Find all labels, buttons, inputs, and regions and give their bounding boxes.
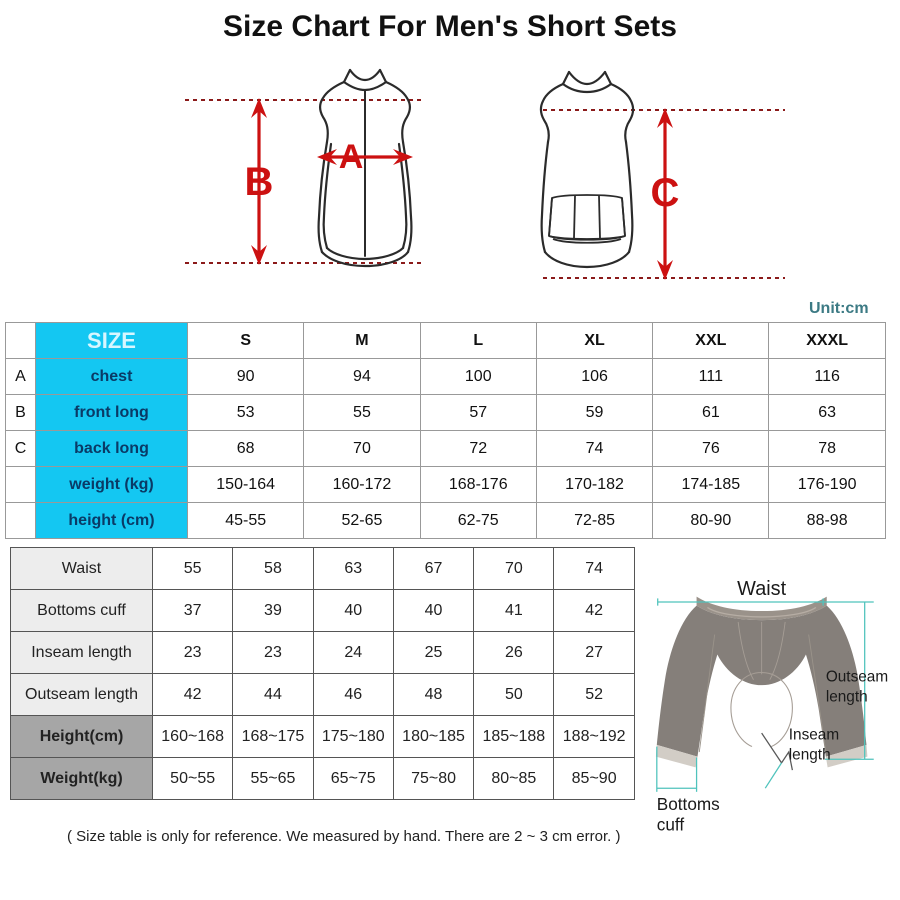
svg-text:Waist: Waist xyxy=(737,578,786,600)
svg-text:cuff: cuff xyxy=(657,815,685,835)
svg-text:C: C xyxy=(651,171,680,215)
svg-text:length: length xyxy=(789,746,831,763)
svg-text:Bottoms: Bottoms xyxy=(657,794,720,814)
svg-text:length: length xyxy=(826,688,868,705)
svg-text:Outseam: Outseam xyxy=(826,669,888,686)
svg-text:Inseam: Inseam xyxy=(789,726,839,743)
